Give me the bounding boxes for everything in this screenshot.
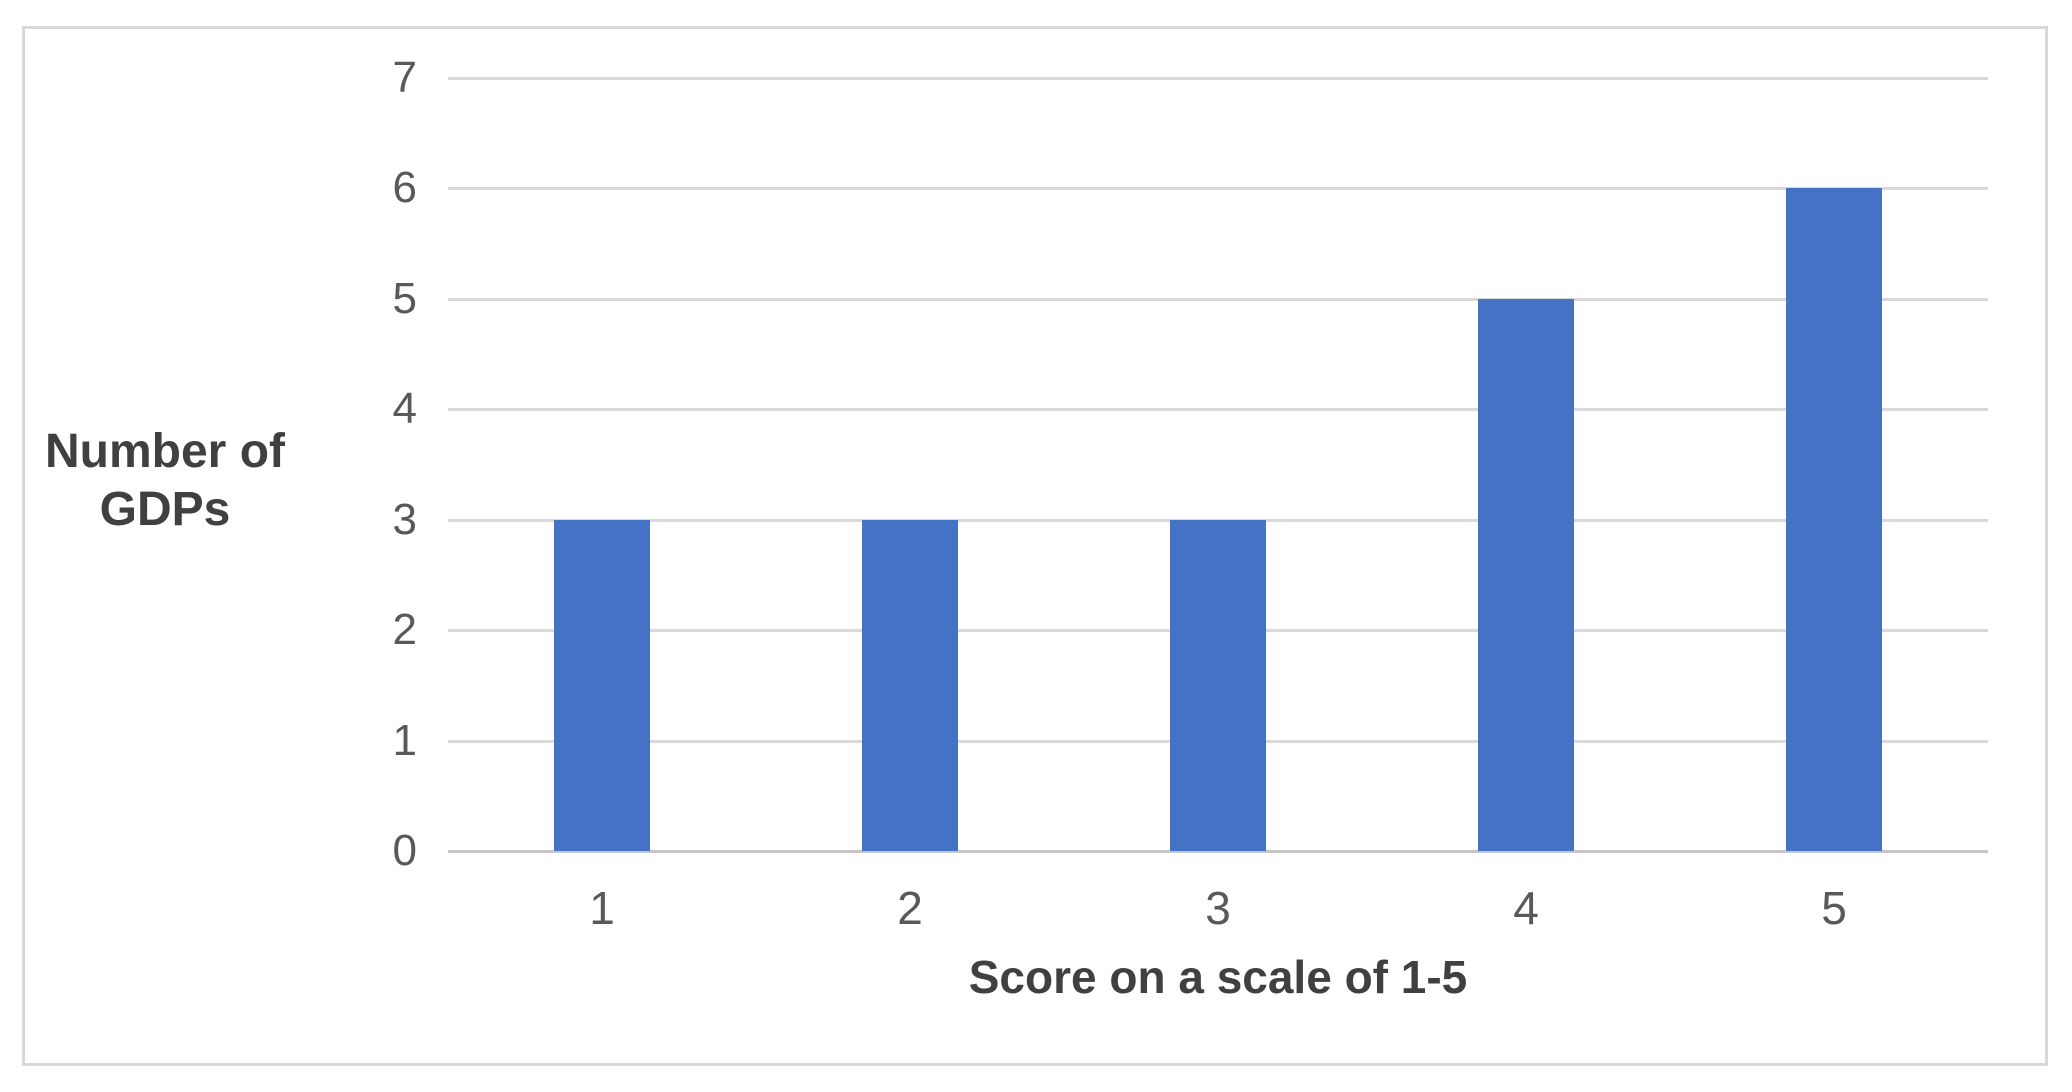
x-tick-label: 3 bbox=[1205, 882, 1231, 934]
y-axis-title: Number of GDPs bbox=[45, 425, 285, 536]
chart-frame bbox=[22, 26, 2048, 1066]
y-gridline bbox=[448, 77, 1988, 80]
y-tick-label: 7 bbox=[392, 53, 417, 102]
y-tick-label: 5 bbox=[392, 273, 417, 323]
y-tick-label: 3 bbox=[392, 494, 417, 544]
y-tick-label: 0 bbox=[392, 826, 417, 875]
y-gridline bbox=[448, 187, 1988, 191]
x-tick-label: 2 bbox=[897, 882, 923, 934]
y-tick-label: 1 bbox=[392, 715, 417, 765]
bar-score-3 bbox=[1170, 519, 1266, 851]
y-gridline bbox=[448, 408, 1988, 412]
bar-score-1 bbox=[554, 519, 650, 851]
x-tick-label: 1 bbox=[589, 882, 615, 934]
bar-score-4 bbox=[1478, 298, 1574, 851]
y-tick-label: 2 bbox=[392, 605, 417, 655]
x-tick-label: 5 bbox=[1821, 882, 1847, 934]
bar-score-5 bbox=[1786, 188, 1882, 851]
x-axis-line bbox=[448, 850, 1988, 853]
y-gridline bbox=[448, 297, 1988, 301]
bar-score-2 bbox=[862, 519, 958, 851]
x-axis-title: Score on a scale of 1-5 bbox=[968, 951, 1468, 1003]
y-tick-label: 4 bbox=[392, 384, 417, 434]
x-tick-label: 4 bbox=[1513, 882, 1539, 934]
y-tick-label: 6 bbox=[392, 163, 417, 213]
